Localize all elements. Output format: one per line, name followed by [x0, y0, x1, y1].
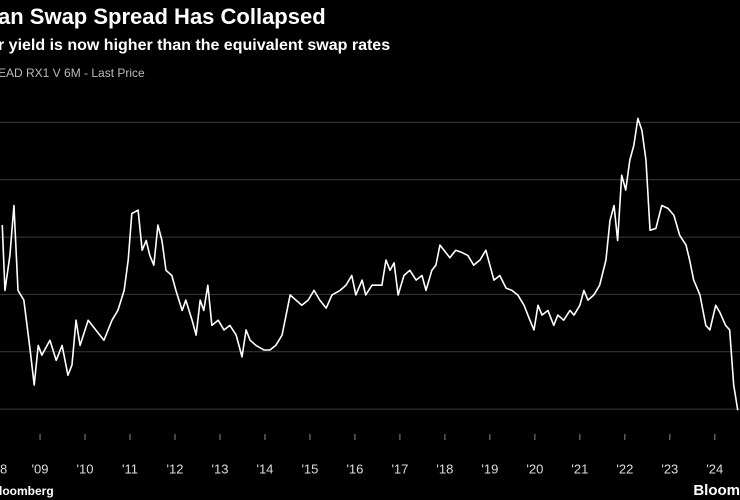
- x-tick-label: '09: [32, 461, 49, 476]
- x-tick-label: '10: [77, 461, 94, 476]
- source: loomberg: [0, 484, 54, 498]
- legend-entry: EAD RX1 V 6M - Last Price: [0, 66, 145, 80]
- brand: Bloom: [693, 482, 740, 499]
- x-tick-label: '19: [481, 461, 498, 476]
- x-tick-label: '11: [122, 461, 138, 476]
- chart-title: an Swap Spread Has Collapsed: [0, 4, 326, 29]
- x-tick-label: '24: [706, 461, 723, 476]
- x-tick-label: '20: [526, 461, 543, 476]
- x-tick-label: '23: [661, 461, 678, 476]
- x-tick-label: '18: [436, 461, 453, 476]
- x-tick-label: '14: [256, 461, 273, 476]
- x-tick-label: '12: [167, 461, 184, 476]
- x-tick-label: '21: [571, 461, 588, 476]
- x-tick-label: '16: [346, 461, 363, 476]
- x-tick-label: 8: [0, 461, 7, 476]
- x-tick-label: '15: [301, 461, 318, 476]
- x-tick-label: '22: [616, 461, 633, 476]
- data-line: [1, 117, 739, 411]
- x-tick-label: '17: [391, 461, 408, 476]
- chart-subtitle: r yield is now higher than the equivalen…: [0, 37, 390, 54]
- x-tick-label: '13: [211, 461, 228, 476]
